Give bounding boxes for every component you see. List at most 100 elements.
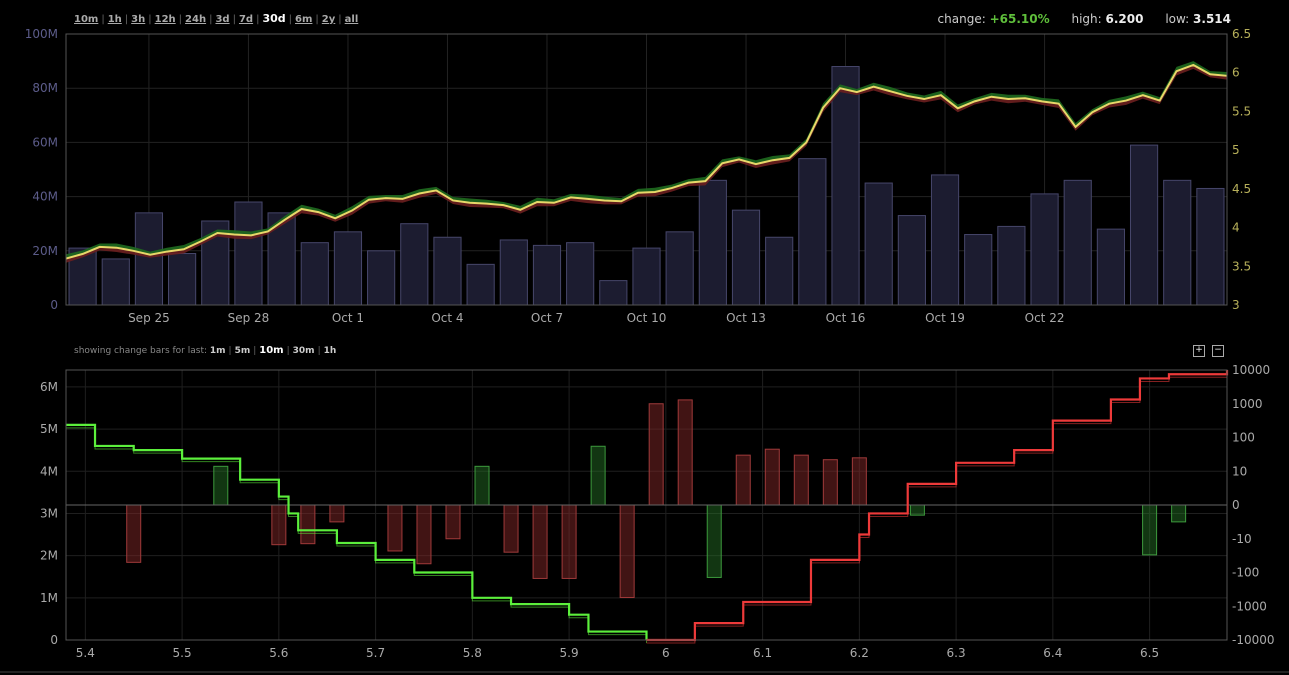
volume-bar (400, 223, 429, 306)
volume-bar (798, 158, 827, 306)
change-bar (764, 448, 780, 506)
volume-tick-label: 0 (50, 298, 58, 312)
depth-tick-label: 3M (40, 506, 58, 520)
price-level-tick-label: 6 (662, 646, 670, 660)
price-line (65, 63, 1228, 260)
depth-line-bids (66, 423, 648, 640)
range-separator: | (148, 14, 152, 25)
price-tick-label: 3.5 (1232, 259, 1251, 273)
range-separator: | (209, 14, 213, 25)
volume-bar (101, 258, 130, 306)
change-bar (822, 459, 838, 506)
zoom-out-button[interactable]: − (1212, 345, 1224, 357)
date-tick-label: Oct 4 (431, 311, 463, 325)
change-bar (532, 504, 548, 579)
change-bars-1h[interactable]: 1h (323, 346, 337, 356)
volume-bar (1063, 179, 1092, 306)
change-bars-5m[interactable]: 5m (234, 346, 251, 356)
range-separator: | (315, 14, 319, 25)
change-bar-separator: | (286, 346, 290, 356)
change-bar (387, 504, 403, 552)
price-level-tick-label: 5.4 (76, 646, 95, 660)
volume-bar (1030, 193, 1059, 306)
change-tick-label: -10000 (1232, 633, 1275, 647)
change-label: change: (937, 12, 986, 26)
price-level-tick-label: 5.9 (560, 646, 579, 660)
low-value: 3.514 (1193, 12, 1231, 26)
range-1h[interactable]: 1h (107, 14, 122, 25)
price-tick-label: 3 (1232, 298, 1240, 312)
change-bar (126, 504, 142, 563)
change-bar (416, 504, 432, 565)
change-bar (735, 454, 751, 506)
zoom-in-button[interactable]: + (1193, 345, 1205, 357)
date-tick-label: Oct 10 (627, 311, 667, 325)
price-tick-label: 4 (1232, 221, 1240, 235)
depth-tick-label: 5M (40, 422, 58, 436)
change-bar (213, 465, 229, 506)
volume-bar (930, 174, 960, 306)
chart-frame (65, 33, 1228, 306)
date-tick-label: Sep 28 (228, 311, 270, 325)
range-12h[interactable]: 12h (154, 14, 176, 25)
depth-tick-label: 0 (50, 633, 58, 647)
change-bar (1171, 504, 1187, 523)
volume-bar (698, 179, 727, 306)
chart-frame (65, 369, 1228, 641)
date-tick-label: Sep 25 (128, 311, 170, 325)
range-7d[interactable]: 7d (238, 14, 254, 25)
price-level-tick-label: 6.5 (1140, 646, 1159, 660)
volume-bar (864, 182, 893, 306)
volume-bar (433, 236, 462, 306)
price-level-tick-label: 5.5 (173, 646, 192, 660)
range-3d[interactable]: 3d (215, 14, 230, 25)
price-level-tick-label: 6.4 (1043, 646, 1062, 660)
range-separator: | (101, 14, 105, 25)
volume-bar (897, 215, 926, 306)
change-bar (677, 399, 693, 506)
volume-bar (234, 201, 263, 306)
price-tick-label: 6.5 (1232, 27, 1251, 41)
range-all[interactable]: all (344, 14, 359, 25)
stats-summary: change: +65.10% high: 6.200 low: 3.514 (938, 12, 1231, 26)
range-10m[interactable]: 10m (74, 14, 99, 25)
change-bars-30m[interactable]: 30m (292, 346, 315, 356)
change-tick-label: 1000 (1232, 397, 1263, 411)
change-bars-10m[interactable]: 10m (259, 345, 284, 356)
price-level-tick-label: 6.3 (947, 646, 966, 660)
range-3h[interactable]: 3h (131, 14, 146, 25)
range-separator: | (288, 14, 293, 25)
change-tick-label: -10 (1232, 532, 1252, 546)
volume-bar (300, 242, 329, 306)
volume-bar (731, 209, 761, 306)
change-bars-label: showing change bars for last: (74, 346, 208, 356)
change-bar (851, 457, 867, 506)
range-30d[interactable]: 30d (262, 12, 286, 25)
change-tick-label: 10 (1232, 464, 1247, 478)
range-2y[interactable]: 2y (321, 14, 336, 25)
volume-bar (1129, 144, 1159, 306)
range-24h[interactable]: 24h (185, 14, 207, 25)
volume-tick-label: 100M (25, 27, 58, 41)
top-bar: 10m | 1h | 3h | 12h | 24h | 3d | 7d | 30d | 6m | 2y | all ch… (0, 0, 1289, 30)
price-tick-label: 4.5 (1232, 182, 1251, 196)
depth-tick-label: 1M (40, 591, 58, 605)
price-volume-chart[interactable]: 0 20M 40M 60M 80M 100M 3 3.5 4 4.5 5 5.5 6 6.5 Sep 25 S… (0, 0, 1289, 335)
change-bar (503, 504, 519, 553)
change-bars-1m[interactable]: 1m (209, 346, 226, 356)
change-bar (648, 403, 664, 506)
volume-tick-label: 60M (32, 135, 58, 149)
change-tick-label: -100 (1232, 566, 1259, 580)
range-separator: | (232, 14, 236, 25)
change-bar (329, 504, 345, 523)
range-6m[interactable]: 6m (295, 14, 313, 25)
low-label: low: (1165, 12, 1190, 26)
volume-bar (831, 66, 860, 306)
volume-bar (997, 225, 1026, 306)
date-tick-label: Oct 22 (1025, 311, 1065, 325)
date-tick-label: Oct 16 (826, 311, 866, 325)
volume-bar (367, 250, 396, 306)
range-separator: | (256, 14, 260, 25)
depth-tick-label: 4M (40, 464, 58, 478)
price-level-tick-label: 6.1 (753, 646, 772, 660)
